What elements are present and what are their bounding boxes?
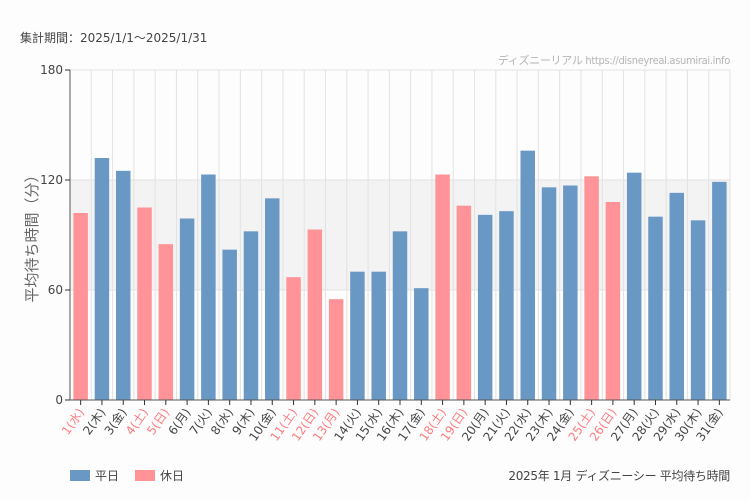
bar-weekday bbox=[477, 214, 493, 400]
bar-holiday bbox=[137, 207, 152, 400]
bar-holiday bbox=[456, 205, 472, 400]
y-axis-label: 平均待ち時間（分） bbox=[23, 167, 41, 302]
x-tick-label: 1(水) bbox=[59, 406, 87, 438]
bar-weekday bbox=[499, 211, 514, 400]
y-tick-label: 0 bbox=[55, 393, 63, 407]
y-tick-label: 180 bbox=[40, 63, 63, 77]
period-label: 集計期間：2025/1/1〜2025/1/31 bbox=[20, 31, 208, 45]
bar-weekday bbox=[94, 158, 110, 400]
bar-weekday bbox=[350, 271, 365, 400]
x-tick-label: 3(金) bbox=[101, 405, 130, 437]
bar-chart: 0 60 120 180 1(水)2(木)3(金)4(土)5(日)6(月)7(火)8(… bbox=[23, 63, 731, 444]
bar-weekday bbox=[243, 231, 259, 400]
bar-weekday bbox=[371, 271, 386, 400]
bar-weekday bbox=[563, 185, 578, 400]
chart-title: 2025年 1月 ディズニーシー 平均待ち時間 bbox=[508, 469, 730, 483]
legend-item-holiday[interactable]: 休日 bbox=[135, 467, 184, 484]
legend-swatch-weekday bbox=[70, 470, 90, 481]
legend-label-holiday: 休日 bbox=[160, 469, 185, 483]
site-credit: ディズニーリアル https://disneyreal.asumirai.inf… bbox=[497, 54, 730, 67]
y-tick-labels: 0 60 120 180 bbox=[40, 63, 70, 407]
bar-weekday bbox=[626, 172, 642, 400]
chart-bars bbox=[73, 150, 727, 400]
bar-weekday bbox=[712, 181, 727, 400]
legend: 平日 休日 bbox=[70, 467, 200, 484]
bar-holiday bbox=[435, 174, 450, 400]
bar-weekday bbox=[222, 249, 237, 400]
x-tick-label: 7(火) bbox=[187, 406, 215, 438]
bar-weekday bbox=[690, 220, 706, 400]
bar-weekday bbox=[541, 187, 557, 400]
legend-label-weekday: 平日 bbox=[95, 469, 120, 483]
bar-holiday bbox=[605, 202, 621, 400]
bar-weekday bbox=[265, 198, 280, 400]
bar-holiday bbox=[307, 229, 323, 400]
bar-weekday bbox=[414, 288, 429, 400]
bar-weekday bbox=[648, 216, 663, 400]
x-tick-label: 8(水) bbox=[208, 406, 236, 438]
bar-weekday bbox=[520, 150, 535, 400]
x-tick-label: 5(日) bbox=[144, 406, 172, 438]
legend-item-weekday[interactable]: 平日 bbox=[70, 467, 119, 484]
x-tick-label: 2(木) bbox=[80, 406, 108, 438]
y-tick-label: 60 bbox=[48, 283, 63, 297]
bar-holiday bbox=[584, 176, 599, 400]
bar-weekday bbox=[179, 218, 195, 400]
bar-holiday bbox=[158, 244, 174, 400]
bar-weekday bbox=[669, 192, 685, 400]
legend-swatch-holiday bbox=[135, 470, 156, 481]
y-tick-label: 120 bbox=[40, 173, 63, 187]
x-tick-labels: 1(水)2(木)3(金)4(土)5(日)6(月)7(火)8(水)9(木)10(金… bbox=[59, 400, 726, 444]
bar-holiday bbox=[286, 277, 301, 400]
bar-weekday bbox=[392, 231, 408, 400]
bar-weekday bbox=[115, 170, 131, 400]
bar-weekday bbox=[201, 174, 216, 400]
x-tick-label: 6(月) bbox=[165, 406, 193, 438]
bar-holiday bbox=[328, 299, 344, 400]
x-tick-label: 4(土) bbox=[123, 406, 151, 438]
bar-holiday bbox=[73, 213, 88, 400]
